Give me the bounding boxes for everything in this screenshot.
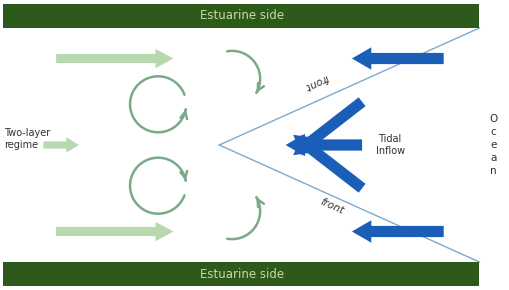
FancyBboxPatch shape <box>3 3 478 28</box>
Text: Estuarine side: Estuarine side <box>200 9 284 22</box>
Text: Estuarine side: Estuarine side <box>200 268 284 281</box>
Text: Tidal
Inflow: Tidal Inflow <box>375 134 404 156</box>
Text: Two-layer
regime: Two-layer regime <box>4 128 50 150</box>
FancyBboxPatch shape <box>3 262 478 287</box>
FancyArrow shape <box>43 137 79 153</box>
Text: front: front <box>318 196 344 216</box>
FancyArrow shape <box>293 97 365 155</box>
FancyArrow shape <box>285 134 361 156</box>
FancyArrow shape <box>56 49 173 68</box>
FancyArrow shape <box>56 222 173 241</box>
FancyArrow shape <box>293 135 365 193</box>
FancyArrow shape <box>351 220 443 243</box>
Text: front: front <box>302 72 329 91</box>
Text: O
c
e
a
n: O c e a n <box>489 114 497 176</box>
FancyArrow shape <box>351 47 443 70</box>
